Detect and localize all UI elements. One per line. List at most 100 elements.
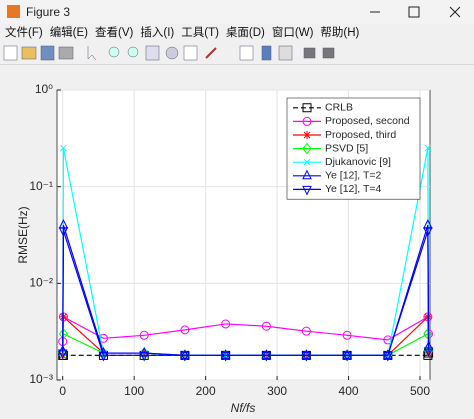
menu-bar: 文件(F) 编辑(E) 查看(V) 插入(I) 工具(T) 桌面(D) 窗口(W) 帮助(H): [0, 24, 474, 42]
tool-pan[interactable]: [145, 45, 160, 61]
app-icon: [7, 5, 20, 18]
marker: [139, 351, 149, 362]
x-tick-label: 300: [267, 384, 287, 398]
window-title: Figure 3: [26, 5, 71, 19]
y-axis-label: RMSE(Hz): [16, 206, 30, 263]
marker: [220, 351, 231, 362]
series-line: [62, 352, 430, 356]
menu-item[interactable]: 插入(I): [140, 27, 175, 39]
menu-item[interactable]: 查看(V): [95, 27, 134, 39]
marker: [302, 142, 312, 155]
tool-open[interactable]: [21, 46, 37, 60]
toolbar-icons: [3, 45, 335, 61]
marker: [221, 319, 231, 329]
y-tick-label: 10⁻²: [29, 276, 53, 290]
legend-label: Ye [12], T=4: [325, 183, 382, 195]
marker: [423, 227, 433, 237]
marker: [180, 325, 190, 335]
y-tick-label: 10⁰: [35, 82, 53, 96]
plot-area: [57, 144, 434, 362]
x-tick-label: 400: [339, 384, 359, 398]
marker: [139, 347, 149, 359]
marker: [60, 144, 67, 152]
marker: [302, 103, 312, 113]
marker: [139, 330, 149, 340]
marker: [342, 351, 352, 362]
marker: [424, 349, 433, 358]
marker: [302, 185, 312, 196]
marker: [261, 349, 272, 359]
marker: [58, 351, 67, 360]
y-tick-label: 10⁻³: [29, 372, 53, 386]
marker: [261, 351, 272, 362]
menu-item[interactable]: 桌面(D): [225, 27, 265, 39]
marker: [423, 328, 433, 340]
marker: [302, 169, 312, 180]
marker: [424, 144, 432, 152]
x-axis-label: Nf/fs: [231, 401, 256, 415]
tool-save[interactable]: [40, 45, 55, 61]
marker: [303, 158, 311, 166]
marker: [383, 351, 393, 362]
marker: [424, 348, 434, 358]
legend-label: Proposed, second: [325, 115, 410, 127]
legend-label: Proposed, third: [325, 129, 396, 141]
x-tick-label: 100: [124, 384, 144, 398]
marker: [180, 349, 190, 359]
x-tick-label: 0: [59, 384, 66, 398]
tool-show[interactable]: [322, 47, 335, 59]
marker: [342, 349, 352, 359]
marker: [261, 321, 271, 331]
marker: [98, 351, 109, 362]
marker: [342, 330, 352, 340]
marker: [220, 349, 231, 359]
tool-brush[interactable]: [205, 47, 217, 59]
marker: [383, 349, 393, 359]
marker: [57, 349, 68, 360]
marker: [303, 131, 311, 139]
menu-item[interactable]: 文件(F): [5, 27, 43, 39]
maximize[interactable]: [408, 6, 420, 18]
marker: [383, 335, 393, 345]
x-tick-label: 200: [196, 384, 216, 398]
menu-item[interactable]: 窗口(W): [271, 27, 314, 39]
legend-label: PSVD [5]: [325, 142, 368, 154]
marker: [301, 351, 312, 362]
menu-item[interactable]: 编辑(E): [49, 27, 89, 39]
legend-label: Djukanovic [9]: [325, 156, 391, 168]
menu-item[interactable]: 帮助(H): [320, 27, 360, 39]
marker: [180, 351, 190, 362]
tool-legend[interactable]: [278, 45, 293, 61]
tool-zoom-out[interactable]: [127, 46, 139, 58]
marker: [301, 349, 312, 359]
tool-colorbar[interactable]: [261, 45, 272, 61]
marker: [58, 328, 69, 340]
x-tick-label: 500: [410, 384, 430, 398]
legend-label: CRLB: [325, 102, 353, 114]
tool-print[interactable]: [58, 46, 74, 60]
tool-datacursor[interactable]: [183, 45, 198, 61]
tool-new[interactable]: [3, 45, 18, 61]
legend-label: Ye [12], T=2: [325, 170, 382, 182]
tool-pointer[interactable]: [87, 46, 97, 61]
title-bar: Figure 3: [0, 0, 474, 24]
menu-item[interactable]: 工具(T): [181, 27, 219, 39]
marker: [98, 347, 109, 359]
series-line: [62, 230, 430, 356]
marker: [301, 326, 311, 336]
tool-link[interactable]: [239, 45, 254, 61]
chart: Nf/fs RMSE(Hz) 10⁻³ 10⁻² 10⁻¹ 10⁰ 0 100 200 300…: [16, 82, 434, 415]
marker: [423, 347, 434, 358]
y-tick-label: 10⁻¹: [29, 179, 53, 193]
marker: [58, 227, 69, 237]
marker: [302, 116, 312, 126]
marker: [423, 350, 433, 360]
window-controls: [7, 5, 461, 18]
close[interactable]: [449, 6, 461, 18]
tool-rotate[interactable]: [165, 46, 179, 60]
tool-zoom-in[interactable]: [108, 46, 120, 58]
toolbar: [0, 42, 474, 65]
tool-hide[interactable]: [303, 47, 316, 59]
